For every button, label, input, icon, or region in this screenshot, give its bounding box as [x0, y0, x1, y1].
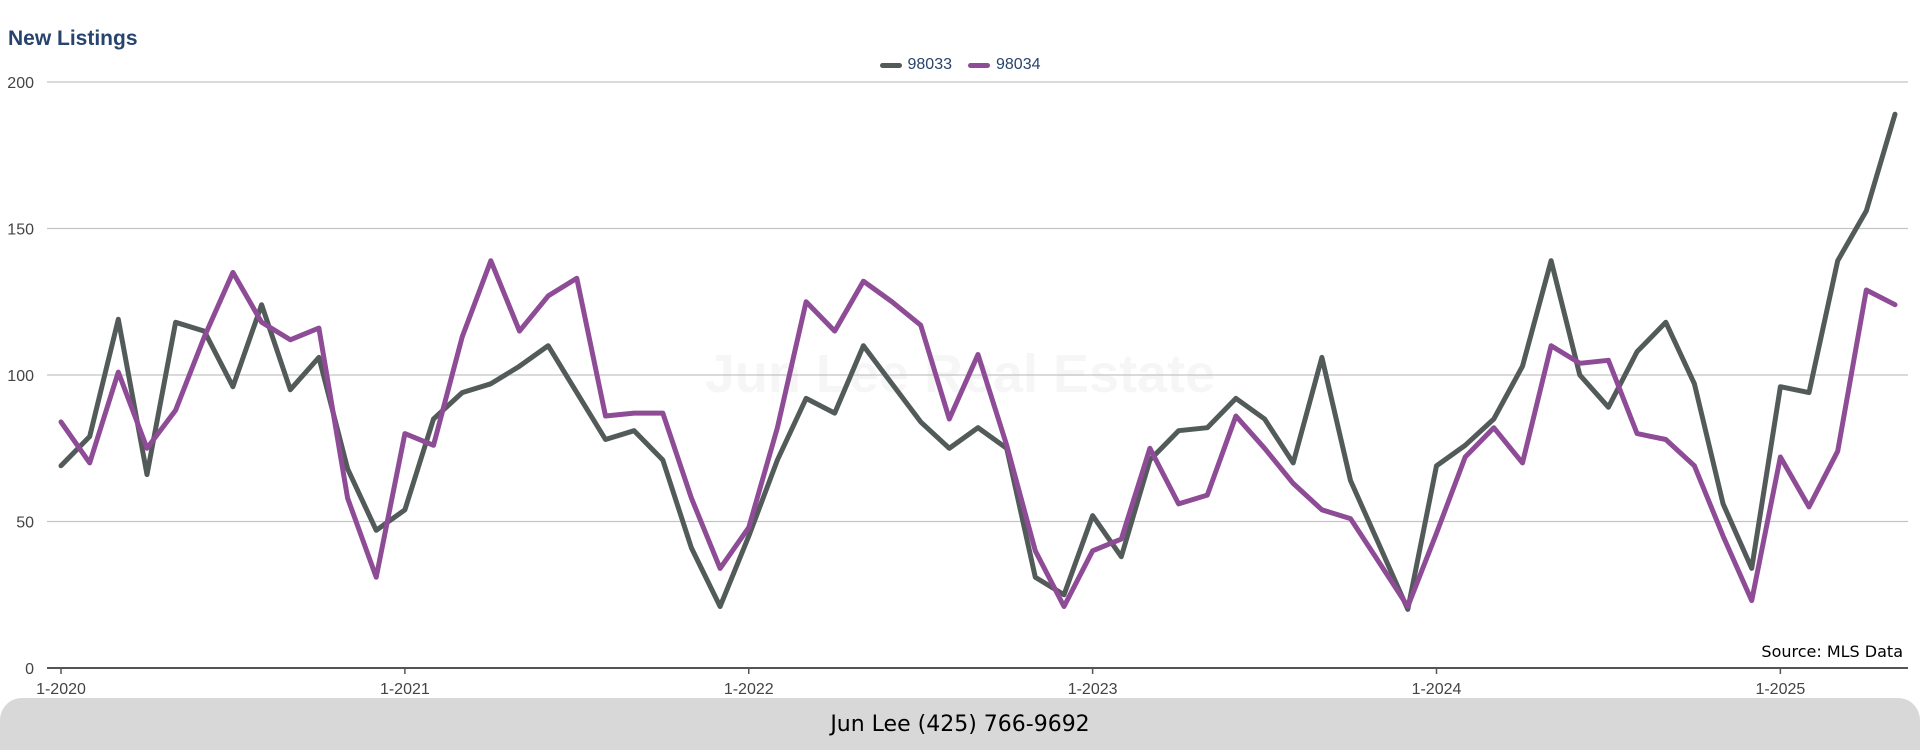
legend-item-98034[interactable]: 98034 — [968, 56, 1041, 74]
source-note: Source: MLS Data — [1761, 642, 1903, 661]
legend-swatch-98033 — [879, 62, 902, 68]
y-axis: 0 50 100 150 200 — [7, 75, 34, 678]
x-tick-label-1-2025: 1-2025 — [1755, 681, 1805, 698]
y-tick-label-150: 150 — [7, 222, 34, 239]
y-tick-label-50: 50 — [16, 515, 34, 532]
legend: 98033 98034 — [0, 56, 1920, 74]
y-tick-label-0: 0 — [25, 661, 34, 678]
legend-label-98034: 98034 — [996, 56, 1041, 73]
footer-contact: Jun Lee (425) 766-9692 — [830, 711, 1090, 737]
x-axis: 1-2020 1-2021 1-2022 1-2023 1-2024 1-2025 — [36, 667, 1908, 698]
x-tick-label-1-2021: 1-2021 — [380, 681, 430, 698]
legend-label-98033: 98033 — [907, 56, 953, 73]
x-tick-label-1-2023: 1-2023 — [1068, 681, 1118, 698]
series-line-98034 — [58, 258, 1898, 609]
x-tick-label-1-2022: 1-2022 — [724, 681, 774, 698]
y-tick-label-100: 100 — [7, 368, 34, 385]
x-tick-label-1-2024: 1-2024 — [1412, 681, 1462, 698]
y-tick-label-200: 200 — [7, 75, 34, 92]
series-line-98033 — [58, 111, 1898, 612]
series-lines — [58, 111, 1898, 612]
footer-bar: Jun Lee (425) 766-9692 — [0, 698, 1920, 750]
grid-lines — [47, 81, 1908, 523]
legend-swatch-98034 — [968, 62, 990, 68]
legend-item-98033[interactable]: 98033 — [879, 56, 953, 74]
x-tick-label-1-2020: 1-2020 — [36, 681, 86, 698]
chart-title: New Listings — [8, 27, 138, 50]
